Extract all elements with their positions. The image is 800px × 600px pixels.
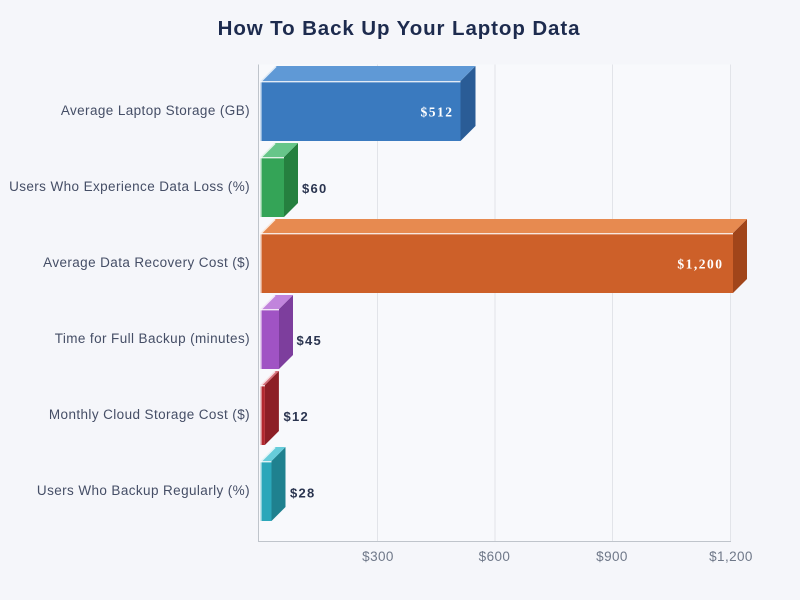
svg-text:$300: $300 <box>362 549 394 564</box>
svg-text:$512: $512 <box>421 105 454 120</box>
svg-text:$28: $28 <box>290 486 316 501</box>
svg-text:Monthly Cloud Storage Cost ($): Monthly Cloud Storage Cost ($) <box>49 407 250 422</box>
svg-text:$900: $900 <box>596 549 628 564</box>
svg-text:$45: $45 <box>297 333 323 348</box>
svg-text:Average Data Recovery Cost ($): Average Data Recovery Cost ($) <box>43 255 250 270</box>
svg-text:Average Laptop Storage (GB): Average Laptop Storage (GB) <box>61 103 250 118</box>
svg-text:$1,200: $1,200 <box>677 257 723 272</box>
svg-text:Time for Full Backup (minutes): Time for Full Backup (minutes) <box>55 331 250 346</box>
svg-text:$12: $12 <box>284 409 310 424</box>
svg-text:How To Back Up Your Laptop Dat: How To Back Up Your Laptop Data <box>218 17 581 40</box>
svg-text:Users Who Backup Regularly (%): Users Who Backup Regularly (%) <box>37 483 250 498</box>
svg-text:$60: $60 <box>302 181 328 196</box>
svg-text:$1,200: $1,200 <box>709 549 753 564</box>
svg-text:Users Who Experience Data Loss: Users Who Experience Data Loss (%) <box>9 179 250 194</box>
svg-text:$600: $600 <box>479 549 511 564</box>
